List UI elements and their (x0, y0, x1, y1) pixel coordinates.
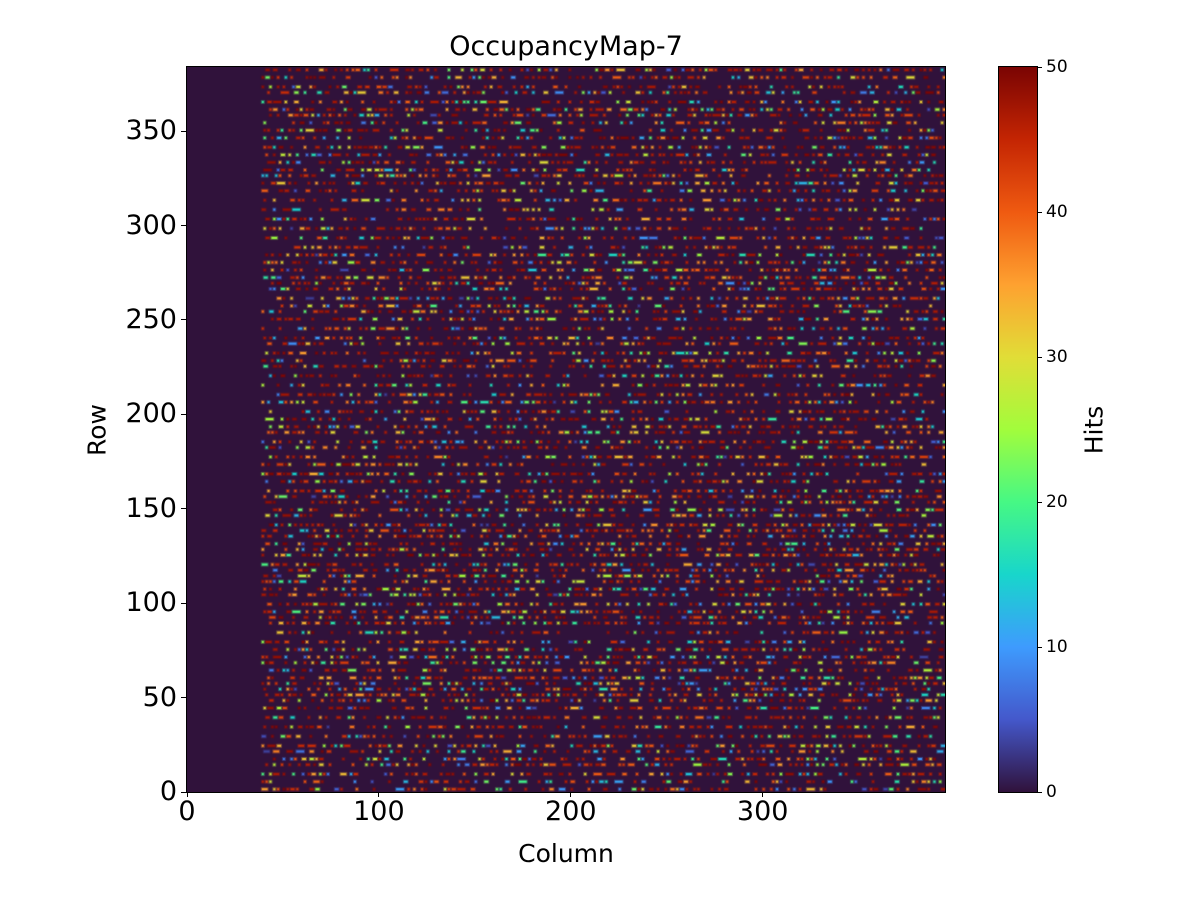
y-tick-mark (181, 225, 187, 227)
y-tick-label: 100 (125, 587, 177, 619)
x-tick-label: 0 (178, 796, 196, 827)
y-tick-label: 250 (125, 303, 177, 335)
y-tick-mark (181, 791, 187, 793)
y-tick-mark (181, 602, 187, 604)
y-tick-mark (181, 130, 187, 132)
y-tick-label: 0 (159, 776, 177, 807)
x-tick-label: 200 (545, 796, 597, 827)
colorbar-tick-label: 40 (1046, 202, 1068, 222)
y-tick-mark (181, 319, 187, 321)
x-tick-label: 100 (353, 796, 405, 827)
colorbar-label: Hits (1079, 405, 1109, 455)
colorbar-tick-mark (1037, 356, 1042, 358)
x-tick-mark (378, 792, 380, 797)
colorbar-tick-label: 50 (1046, 57, 1068, 77)
y-tick-mark (181, 413, 187, 415)
colorbar-tick-label: 10 (1046, 637, 1068, 657)
y-tick-label: 200 (125, 398, 177, 430)
x-tick-label: 300 (736, 796, 789, 827)
y-tick-label: 150 (125, 492, 177, 524)
x-tick-mark (186, 792, 188, 797)
y-tick-mark (181, 508, 187, 510)
colorbar-tick-label: 20 (1046, 492, 1068, 512)
xaxis-label: Column (518, 839, 614, 868)
colorbar-tick-label: 30 (1046, 347, 1068, 367)
plot-area (186, 66, 946, 793)
colorbar-tick-mark (1037, 646, 1042, 648)
y-tick-label: 300 (125, 209, 177, 241)
colorbar-tick-mark (1037, 66, 1042, 68)
chart-title: OccupancyMap-7 (449, 31, 683, 62)
colorbar-tick-mark (1037, 211, 1042, 213)
colorbar-tick-label: 0 (1046, 782, 1057, 802)
x-tick-mark (570, 792, 572, 797)
colorbar-tick-mark (1037, 501, 1042, 503)
x-tick-mark (762, 792, 764, 797)
colorbar (998, 66, 1038, 793)
colorbar-tick-mark (1037, 791, 1042, 793)
y-tick-label: 50 (142, 681, 177, 713)
y-tick-mark (181, 697, 187, 699)
y-tick-label: 350 (125, 115, 177, 147)
heatmap-canvas (187, 67, 945, 792)
